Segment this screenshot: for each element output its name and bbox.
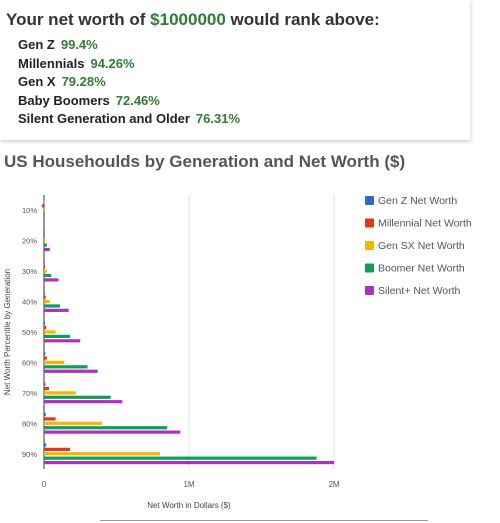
bar	[44, 234, 45, 238]
chart-title: US Househoulds by Generation and Net Wor…	[4, 152, 406, 171]
bar	[44, 239, 46, 243]
bar	[44, 304, 60, 308]
bar	[44, 260, 45, 264]
bar	[44, 352, 46, 356]
bar	[44, 291, 45, 295]
rank-title-suffix: would rank above:	[225, 10, 380, 29]
bar	[44, 382, 46, 386]
rank-row-silent-generation: Silent Generation and Older 76.31%	[18, 110, 460, 129]
bar	[44, 334, 71, 338]
bar	[44, 369, 98, 373]
rank-row-millennials: Millennials 94.26%	[18, 55, 460, 74]
y-tick-label: 80%	[22, 419, 37, 428]
bar	[44, 330, 56, 334]
y-tick-label: 50%	[22, 328, 37, 337]
legend-label: Boomer Net Worth	[378, 263, 465, 275]
y-tick-label: 90%	[22, 450, 37, 459]
generation-label: Baby Boomers	[18, 92, 110, 108]
bar	[44, 400, 123, 404]
y-tick-label: 20%	[22, 237, 37, 246]
bottom-divider	[100, 520, 428, 521]
percentile-value: 99.4%	[60, 37, 98, 52]
rank-title: Your net worth of $1000000 would rank ab…	[6, 8, 460, 32]
legend-swatch	[365, 286, 374, 295]
bar	[44, 426, 168, 430]
bar	[44, 247, 50, 252]
bar	[44, 443, 47, 447]
bar	[44, 356, 47, 360]
bar	[44, 430, 181, 434]
bar	[44, 308, 69, 312]
bar	[44, 452, 160, 456]
bar	[41, 204, 44, 208]
bar	[44, 447, 71, 451]
y-tick-label: 60%	[22, 358, 37, 367]
percentile-value: 94.26%	[90, 55, 135, 71]
bar	[44, 321, 46, 325]
bar	[44, 295, 46, 299]
x-tick-label: 0	[42, 480, 47, 489]
bar	[44, 339, 81, 343]
rank-row-gen-x: Gen X 79.28%	[18, 73, 460, 92]
rank-row-gen-z: Gen Z 99.4%	[18, 36, 460, 55]
percentile-value: 79.28%	[61, 74, 106, 90]
legend-swatch	[365, 196, 374, 205]
y-axis-title: Net Worth Percentile by Generation	[3, 269, 12, 395]
legend-swatch	[365, 218, 374, 228]
bar	[44, 395, 111, 399]
bar	[44, 417, 56, 421]
bar	[44, 273, 52, 278]
legend-label: Gen Z Net Worth	[378, 195, 457, 207]
rank-summary-card: Your net worth of $1000000 would rank ab…	[0, 0, 470, 140]
generation-label: Millennials	[18, 55, 85, 71]
y-tick-label: 40%	[22, 298, 37, 307]
percentile-value: 72.46%	[115, 92, 160, 108]
bar	[44, 217, 45, 221]
rank-row-baby-boomers: Baby Boomers 72.46%	[18, 92, 460, 111]
legend-label: Gen SX Net Worth	[378, 240, 465, 252]
bar	[44, 269, 47, 273]
x-tick-label: 2M	[328, 480, 339, 489]
net-worth-bar-chart: 0 1M 2M 10% 20% 30% 40% 50% 60% 70% 80% 90% Net Wort…	[3, 195, 472, 510]
net-worth-amount: $1000000	[150, 10, 226, 29]
bar	[43, 199, 45, 204]
legend-label: Millennial Net Worth	[378, 218, 472, 230]
bar	[44, 208, 45, 212]
bar	[44, 230, 45, 234]
legend-swatch	[365, 263, 374, 273]
bar	[44, 456, 317, 460]
bar	[44, 360, 65, 365]
generation-label: Gen Z	[18, 37, 55, 52]
rank-title-prefix: Your net worth of	[6, 10, 151, 29]
y-tick-label: 10%	[22, 206, 37, 215]
generation-label: Silent Generation and Older	[18, 111, 190, 127]
percentile-value: 76.31%	[195, 111, 241, 127]
bar	[44, 386, 50, 391]
bar	[44, 460, 334, 465]
bar	[44, 412, 46, 417]
legend-label: Silent+ Net Worth	[378, 285, 461, 297]
bar	[44, 243, 47, 247]
legend-swatch	[365, 241, 374, 250]
bar	[44, 213, 45, 217]
bar	[44, 421, 102, 425]
bar	[44, 265, 46, 269]
bar	[44, 278, 59, 282]
generation-label: Gen X	[18, 74, 56, 90]
bar	[44, 365, 88, 369]
bar	[44, 391, 76, 395]
x-tick-label: 1M	[183, 480, 194, 489]
y-tick-label: 70%	[22, 389, 37, 398]
bar	[44, 299, 50, 304]
bar	[44, 326, 47, 330]
y-tick-label: 30%	[22, 267, 37, 276]
x-axis-title: Net Worth in Dollars ($)	[147, 501, 231, 510]
